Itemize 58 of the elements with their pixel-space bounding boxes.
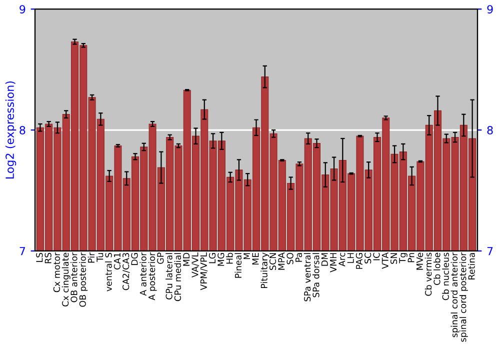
x-tick-label: SPa ventral (304, 253, 311, 302)
x-tick-label: SPa dorsal (312, 253, 320, 298)
x-tick-label: ventral S (105, 252, 112, 292)
x-tick-label: spinal cord anterior (450, 252, 460, 338)
x-tick-label: Arc (338, 252, 346, 266)
x-tick-label: SC (364, 252, 372, 264)
x-tick-label: A anterior (140, 252, 146, 296)
x-tick-label: LG (208, 253, 216, 264)
y2-tick-label: 7 (487, 247, 493, 256)
x-tick-label: CPu medial (174, 253, 182, 302)
x-tick-label: Cb nucleus (442, 252, 449, 300)
x-tick-label: Cx motor (53, 252, 60, 292)
y2-tick-label: 9 (487, 5, 493, 14)
x-tick-label: VPM/VPL (200, 252, 208, 290)
x-tick-label: Pineal (234, 253, 242, 278)
x-tick-label: Cx cingulate (62, 252, 70, 306)
x-tick-label: Pir (88, 252, 94, 263)
x-tick-label: MG (218, 253, 224, 266)
x-tick-label: Pn (408, 253, 414, 262)
x-tick-label: OB anterior (70, 252, 78, 302)
y-tick-label: 8 (20, 126, 26, 134)
x-tick-label: CPu lateral (166, 253, 172, 300)
y-axis-title: Log2 (expression) (5, 81, 16, 178)
x-tick-label: A posterior (148, 252, 157, 300)
x-tick-label: Retina (468, 253, 475, 280)
x-tick-label: PAG (356, 253, 362, 269)
x-tick-label: DG (131, 253, 138, 265)
x-tick-label: VMH (330, 253, 336, 272)
x-tick-label: GP (157, 252, 164, 264)
x-tick-label: Tg (399, 253, 408, 264)
x-tick-label: Cb lobe (434, 252, 440, 286)
x-tick-label: VTA (382, 252, 388, 269)
x-tick-label: Hb (226, 252, 233, 264)
x-tick-label: Pa (296, 253, 302, 262)
y-tick-label: 7 (20, 247, 26, 256)
y-tick-label: 9 (20, 5, 26, 14)
x-tick-label: OB posterior (79, 252, 88, 307)
x-tick-label: DM (321, 253, 328, 266)
x-tick-label: Cb vermis (424, 252, 432, 296)
x-tick-label: Pituitary (260, 252, 270, 288)
x-tick-label: spinal cord posterior (459, 252, 468, 342)
x-tick-label: MVe (416, 252, 423, 270)
x-tick-label: SO (286, 252, 294, 264)
y2-tick-label: 8 (487, 126, 493, 134)
x-tick-label: RS (44, 252, 52, 264)
x-tick-label: VA/VL (192, 252, 199, 278)
x-tick-label: MD (183, 252, 190, 266)
x-tick-label: ME (252, 252, 259, 265)
x-tick-label: CA1 (114, 253, 121, 270)
x-tick-label: IC (373, 252, 380, 260)
x-tick-label: SCN (269, 253, 276, 270)
x-tick-label: M (244, 253, 250, 260)
x-tick-label: MPA (278, 252, 285, 270)
x-tick-label: CA2/CA3 (122, 253, 130, 290)
x-tick-label: SN (390, 253, 398, 264)
x-tick-label: LH (347, 253, 354, 263)
x-tick-label: Tu (96, 253, 104, 262)
x-tick-label: LS (36, 252, 43, 262)
